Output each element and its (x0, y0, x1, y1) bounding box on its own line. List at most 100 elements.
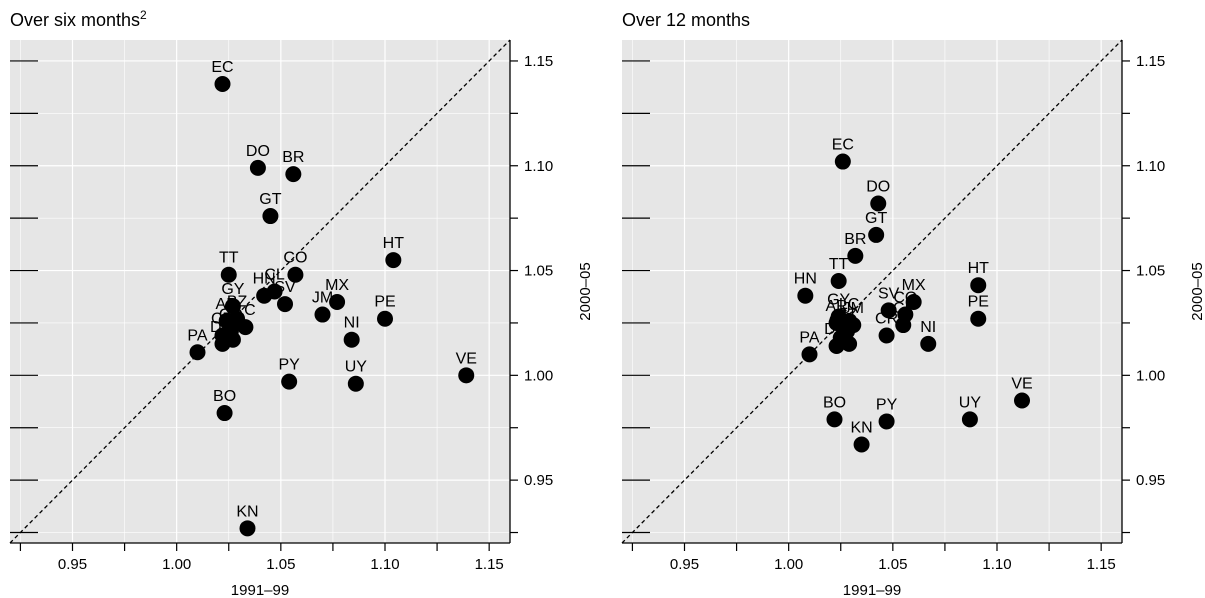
x-tick-label: 0.95 (58, 556, 87, 573)
data-point-uy (961, 411, 978, 428)
data-point-ve (458, 367, 475, 384)
point-label-cr: CR (211, 311, 234, 328)
point-label-ht: HT (968, 260, 990, 277)
point-label-cl: CL (264, 267, 285, 284)
point-label-bo: BO (823, 394, 846, 411)
point-label-vc: VC (838, 319, 860, 336)
scatter-chart-twelve-months: 0.95 1.00 1.05 1.10 1.15 0.95 1.00 1.05 1.10 1.15… (621, 39, 1205, 598)
point-label-hn: HN (794, 271, 817, 288)
point-label-gd: GD (829, 313, 853, 330)
chart-title-left-footnote: 2 (140, 8, 147, 22)
point-label-do: DO (866, 178, 890, 195)
point-label-bz: BZ (837, 306, 858, 323)
y-tick-label: 1.15 (524, 53, 553, 70)
point-label-py: PY (876, 396, 898, 413)
point-label-jm: JM (843, 300, 864, 317)
point-label-ec: EC (832, 137, 854, 154)
data-point-ht (970, 277, 987, 294)
y-tick-label: 1.10 (524, 158, 553, 175)
x-tick-label: 1.15 (475, 556, 504, 573)
point-label-bo: BO (213, 388, 236, 405)
data-point-ec (834, 153, 851, 170)
data-point-lc (237, 319, 254, 336)
x-tick-label: 1.05 (266, 556, 295, 573)
point-label-co: CO (283, 250, 307, 267)
point-label-bz: BZ (227, 294, 248, 311)
point-label-kn: KN (850, 419, 872, 436)
x-tick-label: 1.15 (1087, 556, 1116, 573)
data-point-vc (841, 335, 858, 352)
data-point-gt (262, 208, 279, 225)
chart-title-left: Over six months2 (10, 8, 147, 31)
y-tick-label: 0.95 (1136, 472, 1165, 489)
data-point-ht (385, 252, 402, 269)
data-point-py (281, 373, 298, 390)
data-point-tt (220, 266, 237, 283)
y-tick-label: 1.10 (1136, 158, 1165, 175)
data-point-sv (880, 302, 897, 319)
point-label-pa: PA (187, 327, 207, 344)
y-tick-label: 1.00 (1136, 367, 1165, 384)
point-label-sv: SV (878, 285, 900, 302)
data-point-pe (970, 310, 987, 327)
point-label-ve: VE (1011, 375, 1032, 392)
point-label-gd: GD (219, 306, 243, 323)
data-point-co (287, 266, 304, 283)
data-point-bo (826, 411, 843, 428)
chart-title-right-text: Over 12 months (622, 10, 751, 30)
x-tick-label: 0.95 (670, 556, 699, 573)
scatter-chart-six-months: 0.95 1.00 1.05 1.10 1.15 0.95 1.00 1.05 1.10 1.15… (9, 39, 594, 598)
point-label-uy: UY (959, 394, 982, 411)
y-tick-label: 1.05 (1136, 263, 1165, 280)
data-point-kn (853, 436, 870, 453)
y-axis-title: 2000–05 (1189, 262, 1205, 320)
data-point-gt (868, 226, 885, 243)
point-label-lc: LC (235, 302, 255, 319)
data-point-sv (277, 296, 293, 313)
point-label-co: CO (893, 290, 917, 307)
point-label-pe: PE (968, 294, 989, 311)
data-point-cr (878, 327, 895, 344)
point-label-br: BR (282, 149, 304, 166)
point-label-pa: PA (799, 329, 819, 346)
data-point-do (870, 195, 887, 212)
data-point-py (878, 413, 895, 430)
data-point-uy (347, 375, 364, 392)
point-label-gt: GT (259, 191, 281, 208)
point-label-uy: UY (345, 359, 368, 376)
y-tick-label: 1.15 (1136, 53, 1165, 70)
point-label-ni: NI (920, 319, 936, 336)
data-point-mx (329, 293, 346, 310)
point-label-jm: JM (312, 290, 333, 307)
point-label-mx: MX (902, 277, 926, 294)
point-label-sv: SV (274, 279, 296, 296)
point-label-gy: GY (221, 281, 244, 298)
point-label-hn: HN (253, 271, 276, 288)
point-label-ar: AR (216, 296, 238, 313)
y-tick-label: 1.00 (524, 367, 553, 384)
data-point-vc (224, 331, 241, 348)
point-label-gy: GY (827, 292, 850, 309)
y-tick-label: 0.95 (524, 472, 553, 489)
point-label-lc: LC (839, 296, 859, 313)
data-point-tt (830, 273, 847, 290)
data-point-do (249, 159, 266, 176)
point-label-cl: CL (893, 300, 914, 317)
x-tick-label: 1.05 (878, 556, 907, 573)
diagonal-reference-line (9, 39, 511, 544)
data-point-mx (905, 293, 922, 310)
x-axis-title: 1991–99 (231, 582, 289, 598)
data-point-ni (920, 335, 937, 352)
data-point-pe (377, 310, 393, 327)
point-label-dm: DM (824, 321, 849, 338)
point-label-py: PY (278, 357, 300, 374)
point-label-do: DO (246, 143, 270, 160)
diagonal-reference-line (621, 39, 1123, 544)
x-tick-label: 1.00 (162, 556, 191, 573)
data-point-ni (343, 331, 360, 348)
chart-title-left-text: Over six months (10, 10, 141, 30)
data-point-hn (797, 287, 814, 304)
point-label-ni: NI (344, 315, 360, 332)
data-point-pa (189, 344, 206, 361)
data-point-ve (1014, 392, 1030, 409)
